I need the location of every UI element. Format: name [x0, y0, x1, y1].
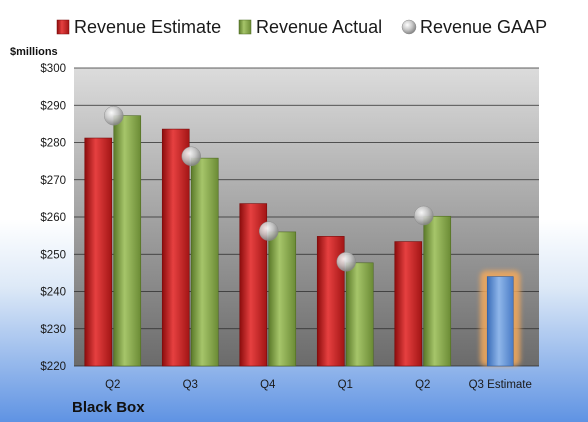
- x-tick-label: Q1: [338, 379, 353, 391]
- gridlines: [74, 67, 539, 367]
- y-tick-label: $230: [40, 324, 66, 336]
- bar-revenue-actual: [268, 231, 297, 367]
- y-tick-label: $280: [40, 138, 66, 150]
- y-tick-label: $250: [40, 249, 66, 261]
- x-axis: Q2 Q3 Q4 Q1 Q2 Q3 Estimate: [105, 379, 532, 391]
- company-label: Black Box: [72, 399, 145, 416]
- bars: [84, 115, 521, 367]
- legend-swatch-gaap: [401, 19, 417, 35]
- bar-revenue-estimate: [84, 137, 113, 367]
- bar-revenue-actual: [190, 157, 219, 367]
- legend-swatch-actual: [238, 19, 252, 35]
- y-tick-label: $270: [40, 175, 66, 187]
- marker-revenue-gaap: [336, 251, 356, 272]
- y-tick-label: $260: [40, 212, 66, 224]
- bar-revenue-estimate: [161, 128, 190, 367]
- y-axis: $220 $230 $240 $250 $260 $270 $280 $290 $300: [40, 63, 66, 373]
- legend: Revenue Estimate Revenue Actual Revenue GA…: [56, 17, 547, 37]
- gaap-markers: [104, 105, 434, 272]
- bar-q3-estimate: [486, 276, 514, 367]
- marker-revenue-gaap: [181, 146, 201, 167]
- x-tick-label: Q4: [260, 379, 276, 391]
- x-tick-label: Q2: [415, 379, 430, 391]
- bar-revenue-actual: [423, 215, 452, 367]
- x-tick-label: Q3: [183, 379, 198, 391]
- bar-revenue-actual: [345, 262, 374, 367]
- y-tick-label: $290: [40, 100, 66, 112]
- y-tick-label: $220: [40, 361, 66, 373]
- marker-revenue-gaap: [414, 205, 434, 226]
- legend-label-actual: Revenue Actual: [256, 17, 382, 37]
- legend-swatch-estimate: [56, 19, 70, 35]
- y-tick-label: $240: [40, 287, 66, 299]
- marker-revenue-gaap: [104, 105, 124, 126]
- x-tick-label: Q2: [105, 379, 120, 391]
- unit-label: $millions: [10, 46, 58, 58]
- marker-revenue-gaap: [259, 221, 279, 241]
- y-tick-label: $300: [40, 63, 66, 75]
- legend-label-estimate: Revenue Estimate: [74, 17, 221, 37]
- legend-label-gaap: Revenue GAAP: [420, 17, 547, 37]
- x-tick-label: Q3 Estimate: [469, 379, 532, 391]
- bar-revenue-estimate: [394, 241, 423, 367]
- bar-revenue-actual: [113, 115, 142, 367]
